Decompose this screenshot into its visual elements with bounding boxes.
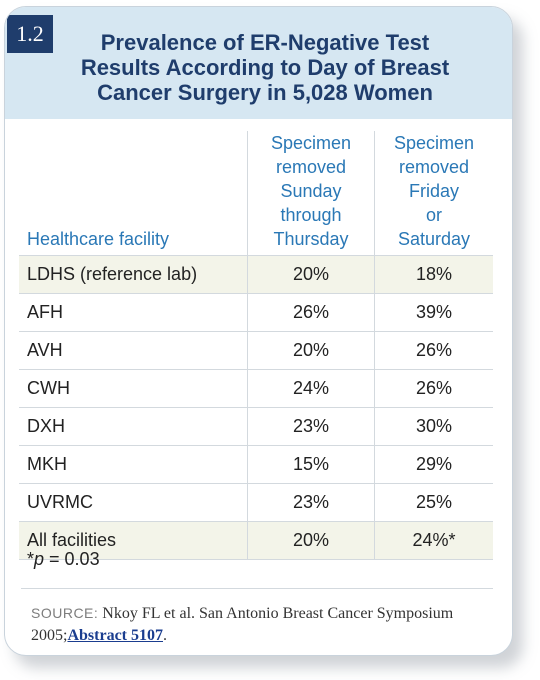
divider [21,588,493,589]
value-cell: 20% [247,331,375,370]
header-facility: Healthcare facility [27,229,170,249]
header-sunday-thursday: Specimen removed Sunday through Thursday [247,131,375,256]
table-row: CWH 24% 26% [19,369,493,408]
footnote-variable: p [34,549,45,569]
table-header-row: Healthcare facility Specimen removed Sun… [19,131,493,256]
facility-cell: UVRMC [19,483,248,522]
table-row: AVH 20% 26% [19,331,493,370]
results-table: Healthcare facility Specimen removed Sun… [19,131,493,560]
abstract-link[interactable]: Abstract 5107 [67,627,163,644]
facility-cell: All facilities [19,521,248,560]
table-row: AFH 26% 39% [19,293,493,332]
source-text: Nkoy FL et al. San Antonio Breast Cancer… [31,605,454,644]
significance-footnote: *p = 0.03 [27,549,100,570]
value-cell: 26% [374,331,493,370]
source-end: . [163,627,167,644]
value-cell: 24% [247,369,375,408]
value-cell: 23% [247,483,375,522]
footnote-marker: * [27,549,35,569]
table-row: LDHS (reference lab) 20% 18% [19,255,493,294]
value-cell: 26% [247,293,375,332]
header-friday-saturday: Specimen removed Friday or Saturday [374,131,493,256]
footnote-value: = 0.03 [44,549,100,569]
figure-title: Prevalence of ER-Negative Test Results A… [80,30,450,105]
source-citation: SOURCE: Nkoy FL et al. San Antonio Breas… [31,602,491,647]
value-cell: 29% [374,445,493,484]
value-cell: 15% [247,445,375,484]
figure-number-badge: 1.2 [7,15,53,53]
value-cell: 23% [247,407,375,446]
value-cell: 26% [374,369,493,408]
value-cell: 20% [247,521,375,560]
figure-header: 1.2 Prevalence of ER-Negative Test Resul… [5,7,512,119]
value-cell: 39% [374,293,493,332]
table-row: DXH 23% 30% [19,407,493,446]
value-cell: 18% [374,255,493,294]
facility-cell: AVH [19,331,248,370]
facility-cell: LDHS (reference lab) [19,255,248,294]
source-label: SOURCE: [31,605,99,621]
facility-cell: CWH [19,369,248,408]
value-cell: 25% [374,483,493,522]
value-cell: 20% [247,255,375,294]
table-row: UVRMC 23% 25% [19,483,493,522]
facility-cell: MKH [19,445,248,484]
table-row: MKH 15% 29% [19,445,493,484]
value-cell: 30% [374,407,493,446]
facility-cell: DXH [19,407,248,446]
value-cell: 24%* [374,521,493,560]
figure-card: 1.2 Prevalence of ER-Negative Test Resul… [4,6,513,656]
table-row-total: All facilities 20% 24%* [19,521,493,560]
facility-cell: AFH [19,293,248,332]
